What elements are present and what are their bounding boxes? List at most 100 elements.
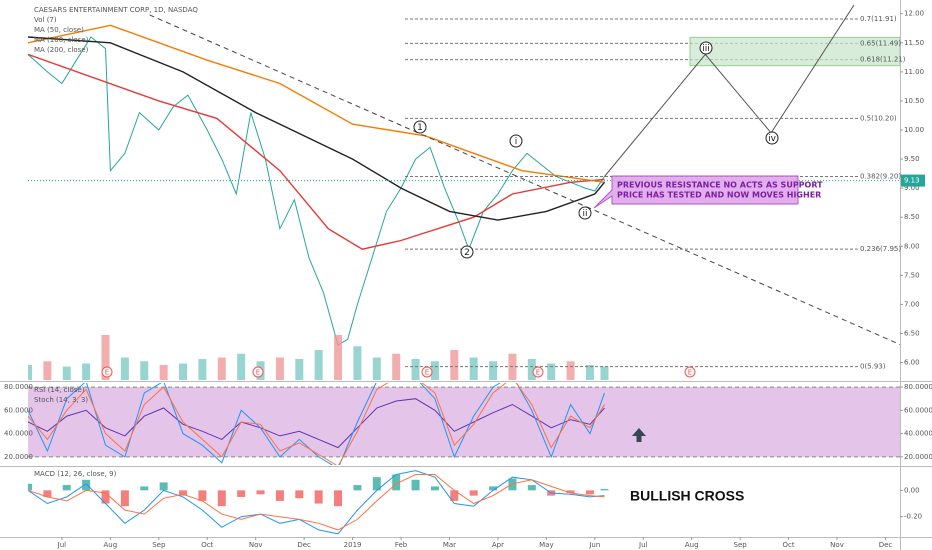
y-tick-label: 9.00 <box>904 184 920 192</box>
macd-histogram-bar <box>43 490 52 497</box>
volume-bar <box>353 346 362 380</box>
rsi-panel <box>28 383 900 465</box>
callout-text: PRICE HAS TESTED AND NOW MOVES HIGHER <box>617 191 821 200</box>
x-tick-label: Oct <box>783 541 795 549</box>
macd-histogram-bar <box>585 490 594 495</box>
volume-bar <box>295 359 304 380</box>
volume-bar <box>159 365 168 380</box>
volume-bar <box>585 365 594 380</box>
macd-histogram-bar <box>430 486 439 491</box>
volume-bar <box>28 365 32 380</box>
volume-bar <box>237 353 246 380</box>
volume-bar <box>450 350 459 380</box>
y-tick-label-left: 40.0000 <box>4 430 33 438</box>
wave-label: ii <box>582 209 587 219</box>
fib-label: 0.5(10.20) <box>860 114 897 122</box>
macd-histogram-bar <box>140 486 149 491</box>
overlay: Jul Aug Sep Oct Nov Dec 2019 Feb Mar Apr May Jun Jul… <box>4 6 932 549</box>
earnings-marker <box>684 366 696 378</box>
wave-label: iii <box>702 44 710 54</box>
fib-label: 0.7(11.91) <box>860 15 897 23</box>
volume-bar <box>275 357 284 380</box>
macd-histogram-bar <box>334 490 343 507</box>
volume-bar <box>140 361 149 380</box>
y-tick-label: 60.0000 <box>904 406 932 414</box>
macd-histogram-bar <box>508 478 517 491</box>
callout-text: PREVIOUS RESISTANCE NO ACTS AS SUPPORT <box>617 181 823 190</box>
x-tick-label: Feb <box>395 541 408 549</box>
y-tick-label: 7.00 <box>904 300 920 308</box>
x-tick-label: Jul <box>57 541 67 549</box>
series-line <box>28 36 606 221</box>
indicator-legend: Stoch (14, 3, 3) <box>34 396 88 404</box>
x-tick-label: Apr <box>492 541 504 549</box>
earnings-label: E <box>425 369 429 377</box>
x-tick-label: Aug <box>104 541 118 549</box>
macd-annotation: BULLISH CROSS <box>630 488 744 504</box>
y-tick-label: 11.50 <box>904 39 924 47</box>
volume-bar <box>430 361 439 380</box>
macd-histogram-bar <box>411 479 420 491</box>
macd-histogram-bar <box>179 490 188 496</box>
fib-label: 0.382(9.20) <box>860 173 901 181</box>
macd-histogram-bar <box>314 490 323 504</box>
y-tick-label: 8.00 <box>904 242 920 250</box>
earnings-marker <box>101 366 113 378</box>
macd-histogram-bar <box>295 490 304 499</box>
y-tick-label-left: 60.0000 <box>4 406 33 414</box>
volume-legend: Vol (7) <box>34 16 57 24</box>
ma-legend: MA (50, close) <box>34 26 84 34</box>
y-tick-label: 6.50 <box>904 329 920 337</box>
chart-title: CAESARS ENTERTAINMENT CORP, 1D, NASDAQ <box>34 6 198 14</box>
macd-histogram-bar <box>600 489 609 491</box>
wave-circle <box>460 245 474 259</box>
volume-bar <box>411 359 420 380</box>
earnings-marker <box>252 366 264 378</box>
macd-histogram-bar <box>198 490 207 501</box>
volume-bar <box>469 357 478 380</box>
macd-histogram-bar <box>353 485 362 491</box>
wave-label: 1 <box>417 123 423 133</box>
earnings-label: E <box>105 369 109 377</box>
x-tick-label: Dec <box>879 541 893 549</box>
macd-histogram-bar <box>256 490 265 495</box>
wave-circle <box>765 131 779 145</box>
x-tick-label: Nov <box>249 541 263 549</box>
earnings-label: E <box>688 369 692 377</box>
x-tick-label: Sep <box>734 541 748 549</box>
macd-histogram-bar <box>372 477 381 491</box>
earnings-label: E <box>256 369 260 377</box>
wave-label: i <box>515 137 518 147</box>
y-tick-label: 8.50 <box>904 213 920 221</box>
y-tick-label: 20.0000 <box>904 453 932 461</box>
x-tick-label: Sep <box>152 541 166 549</box>
fib-label: 0.236(7.95) <box>860 245 901 253</box>
x-tick-label: May <box>539 541 553 549</box>
wave-circle <box>509 134 523 148</box>
macd-histogram-bar <box>62 485 71 491</box>
volume-bar <box>314 350 323 380</box>
callout-box <box>593 175 799 209</box>
series-line <box>28 53 605 250</box>
macd-histogram-bar <box>159 482 168 491</box>
fib-label: 0.618(11.21) <box>860 56 906 64</box>
y-tick-label: 10.50 <box>904 97 924 105</box>
earnings-marker <box>421 366 433 378</box>
wave-circle <box>578 206 592 220</box>
series-line <box>28 470 605 535</box>
y-tick-label: 11.00 <box>904 68 924 76</box>
ma-legend: MA (100, close) <box>34 36 89 44</box>
last-price-box <box>901 174 925 187</box>
macd-histogram-bar <box>120 490 129 507</box>
series-line <box>28 474 605 531</box>
y-tick-label: 10.00 <box>904 126 924 134</box>
wave-projection <box>604 5 855 177</box>
macd-histogram-bar <box>237 490 246 497</box>
wave-circle <box>699 41 713 55</box>
volume-bar <box>334 335 343 380</box>
y-tick-label: 12.00 <box>904 10 924 18</box>
macd-histogram-bar <box>101 490 110 504</box>
volume-bar <box>62 366 71 380</box>
